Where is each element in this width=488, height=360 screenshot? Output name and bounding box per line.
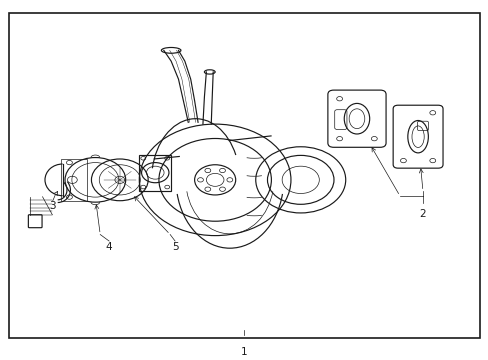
Text: 1: 1 — [241, 347, 247, 357]
Text: 5: 5 — [171, 242, 178, 252]
Text: 2: 2 — [419, 209, 426, 219]
Text: 4: 4 — [105, 242, 112, 252]
Text: 3: 3 — [49, 202, 56, 211]
Bar — [61, 159, 86, 201]
Bar — [139, 155, 171, 191]
